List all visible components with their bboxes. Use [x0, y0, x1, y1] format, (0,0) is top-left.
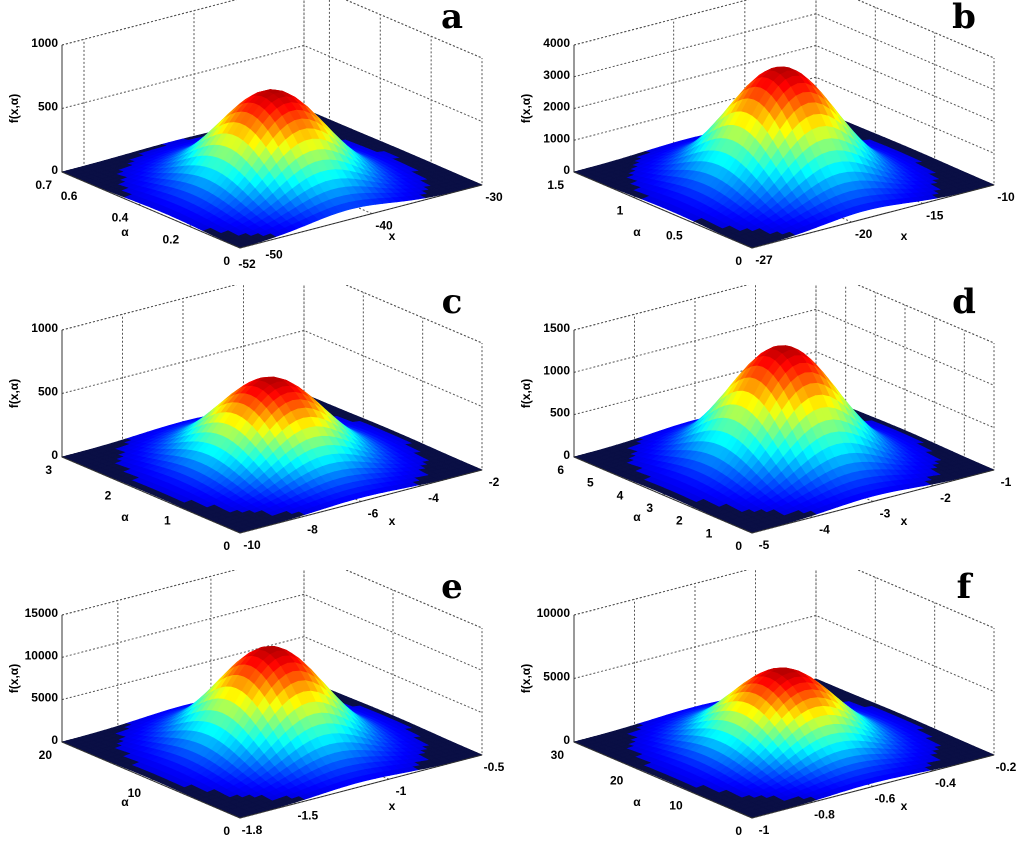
alpha-tick-label: 0.5: [666, 229, 683, 243]
x-tick-label: -30: [485, 190, 503, 204]
alpha-axis-label: α: [121, 510, 129, 524]
x-tick-label: -8: [307, 522, 318, 536]
alpha-tick-label: 6: [557, 463, 564, 477]
x-axis-label: x: [389, 229, 396, 243]
x-tick-label: -6: [368, 507, 379, 521]
alpha-tick-label: 0.6: [61, 189, 78, 203]
x-axis-label: x: [901, 229, 908, 243]
alpha-axis-label: α: [121, 225, 129, 239]
alpha-tick-label: 0.2: [162, 232, 179, 246]
panel-letter: d: [952, 285, 976, 322]
alpha-tick-label: 2: [105, 488, 112, 502]
z-tick-label: 0: [563, 163, 570, 177]
x-tick-label: -50: [265, 247, 283, 261]
surface-plot-e: 05000100001500001020-1.8-1.5-1-0.5f(x,α)…: [0, 570, 512, 856]
x-tick-label: -5: [759, 538, 770, 552]
alpha-axis-label: α: [633, 510, 641, 524]
x-tick-label: -4: [819, 522, 830, 536]
alpha-tick-label: 5: [587, 476, 594, 490]
z-tick-label: 3000: [543, 68, 570, 82]
surface: [62, 646, 482, 818]
z-tick-label: 1000: [543, 131, 570, 145]
alpha-tick-label: 3: [646, 501, 653, 515]
box-top: [62, 285, 482, 343]
panel-d: 0 500 1000 1500 0 1 2 3 4 5 6 -5 -4 -3 -2 -1 f(x,α) α x d: [512, 285, 1024, 571]
surface-plot-b: 0 1000 2000 3000 4000 0 0.5 1 1.5 -27 -20 -15 -10 f(x…: [512, 0, 1024, 286]
z-axis-label: f(x,α): [7, 94, 21, 123]
z-tick-label: 500: [38, 385, 58, 399]
alpha-tick-label: 1: [617, 203, 624, 217]
x-tick-label: -2: [940, 491, 951, 505]
z-tick-label: 1000: [31, 321, 58, 335]
z-tick-label: 1000: [543, 363, 570, 377]
panel-letter: b: [952, 0, 976, 37]
box-top: [574, 0, 994, 58]
alpha-tick-label: 0: [735, 254, 742, 268]
z-tick-label: 1000: [31, 36, 58, 50]
surface-plot-a: 0500100000.20.40.60.7-52-50-40-30f(x,α)α…: [0, 0, 512, 286]
alpha-tick-label: 0.7: [35, 178, 52, 192]
alpha-tick-label: 1: [164, 514, 171, 528]
panel-letter: c: [442, 285, 463, 322]
z-tick-label: 0: [51, 163, 58, 177]
z-tick-label: 500: [550, 406, 570, 420]
box-top: [62, 0, 482, 58]
x-axis-label: x: [389, 514, 396, 528]
box-top: [574, 285, 994, 343]
z-tick-label: 0: [563, 448, 570, 462]
alpha-tick-label: 4: [617, 488, 624, 502]
panel-letter: a: [441, 0, 463, 37]
alpha-tick-label: 0.4: [112, 211, 129, 225]
panel-c: 0 500 1000 0 1 2 3 -10 -8 -6 -4 -2 f(x,α) α x c: [0, 285, 512, 571]
x-tick-label: -10: [243, 538, 261, 552]
z-tick-label: 4000: [543, 36, 570, 50]
panel-b: 0 1000 2000 3000 4000 0 0.5 1 1.5 -27 -20 -15 -10 f(x…: [512, 0, 1024, 286]
alpha-axis-label: α: [633, 225, 641, 239]
x-tick-label: -27: [755, 253, 773, 267]
z-axis-label: f(x,α): [7, 379, 21, 408]
box-top: [62, 570, 482, 628]
alpha-tick-label: 0: [223, 539, 230, 553]
alpha-tick-label: 0: [735, 539, 742, 553]
surface-plot-d: 0 500 1000 1500 0 1 2 3 4 5 6 -5 -4 -3 -2 -1 f(x,α) α x d: [512, 285, 1024, 571]
alpha-tick-label: 1: [706, 526, 713, 540]
z-tick-label: 500: [38, 100, 58, 114]
alpha-tick-label: 3: [45, 463, 52, 477]
alpha-tick-label: 1.5: [547, 178, 564, 192]
surface: [574, 346, 994, 533]
x-tick-label: -4: [428, 491, 439, 505]
x-tick-label: -3: [880, 507, 891, 521]
x-tick-label: -2: [489, 475, 500, 489]
z-axis-label: f(x,α): [519, 94, 533, 123]
x-axis-label: x: [901, 514, 908, 528]
alpha-tick-label: 0: [223, 254, 230, 268]
z-tick-label: 1500: [543, 321, 570, 335]
z-tick-label: 0: [51, 448, 58, 462]
alpha-tick-label: 2: [676, 514, 683, 528]
z-axis-label: f(x,α): [519, 379, 533, 408]
x-tick-label: -20: [855, 227, 873, 241]
x-tick-label: -52: [238, 257, 256, 271]
surface-plot-c: 0 500 1000 0 1 2 3 -10 -8 -6 -4 -2 f(x,α) α x c: [0, 285, 512, 571]
z-tick-label: 2000: [543, 100, 570, 114]
x-tick-label: -15: [926, 209, 944, 223]
x-tick-label: -10: [997, 190, 1015, 204]
x-tick-label: -1: [1001, 475, 1012, 489]
